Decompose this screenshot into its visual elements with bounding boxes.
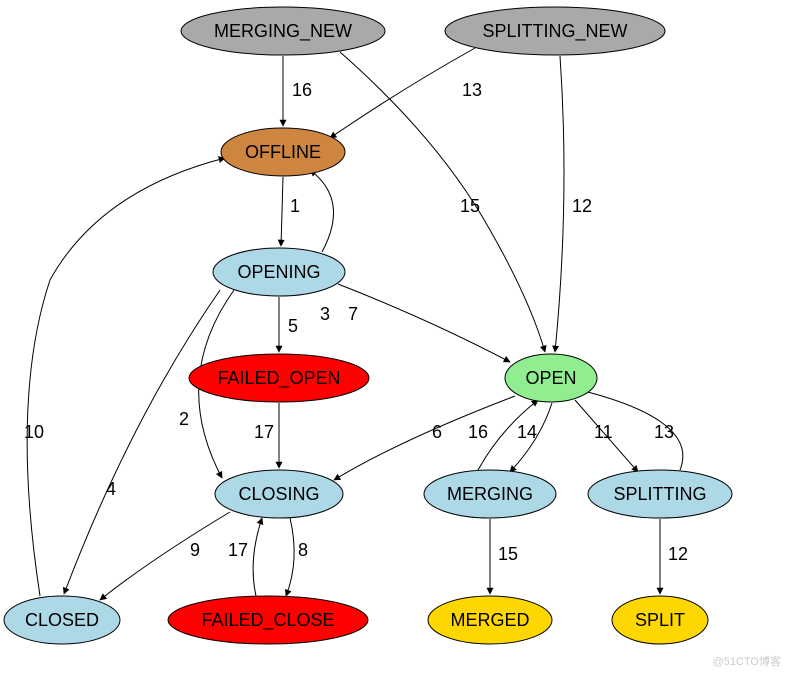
node-label-split: SPLIT: [635, 610, 685, 630]
edge-splitting_new-open: [555, 56, 564, 352]
edge-failed_close-closing: [253, 518, 262, 596]
state-diagram: MERGING_NEW SPLITTING_NEW OFFLINE OPENING FA…: [0, 0, 789, 675]
node-label-merging: MERGING: [447, 484, 533, 504]
edge-label-offline-opening: 1: [290, 196, 300, 216]
edge-label-opening-closed: 4: [106, 479, 116, 499]
edge-closing-closed: [100, 512, 230, 600]
edge-opening-open: [338, 284, 510, 362]
node-label-failed_close: FAILED_CLOSE: [201, 610, 334, 631]
edge-label-closed-offline: 10: [24, 422, 44, 442]
edge-label-merging_new-open: 15: [460, 196, 480, 216]
node-label-open: OPEN: [525, 368, 576, 388]
edge-label-merging-open: 16: [468, 422, 488, 442]
node-label-failed_open: FAILED_OPEN: [217, 368, 340, 389]
watermark-text: @51CTO博客: [713, 653, 781, 669]
node-label-merging_new: MERGING_NEW: [214, 21, 352, 42]
edge-label-failed_close-closing: 17: [228, 540, 248, 560]
node-label-merged: MERGED: [450, 610, 529, 630]
node-label-offline: OFFLINE: [245, 142, 321, 162]
edge-label-splitting-open: 13: [654, 422, 674, 442]
edge-label-open-splitting: 11: [594, 422, 613, 442]
node-label-splitting_new: SPLITTING_NEW: [482, 21, 627, 42]
edge-label-splitting-split: 12: [668, 544, 688, 564]
edge-offline-opening: [281, 177, 283, 246]
edge-label-failed_open-closing: 17: [254, 422, 274, 442]
nodes-layer: MERGING_NEW SPLITTING_NEW OFFLINE OPENING FA…: [4, 7, 732, 644]
edge-closing-failed_close: [286, 518, 294, 596]
edge-label-open-merging: 14: [517, 422, 537, 442]
edge-opening-offline: [310, 170, 334, 252]
edge-splitting_new-offline: [330, 48, 475, 138]
edge-label-opening-closing: 2: [179, 409, 189, 429]
node-label-closed: CLOSED: [25, 610, 99, 630]
edge-label-open-closing: 6: [432, 422, 442, 442]
node-label-closing: CLOSING: [238, 484, 319, 504]
edge-label-closing-failed_close: 8: [298, 540, 308, 560]
edge-merging_new-open: [340, 52, 545, 352]
edge-label-opening-open: 3: [320, 304, 330, 324]
edges-layer: [27, 48, 683, 600]
edge-label-null1-null2: 7: [348, 304, 358, 324]
edge-label-splitting_new-offline: 13: [462, 80, 482, 100]
edge-label-splitting_new-open: 12: [572, 196, 592, 216]
node-label-splitting: SPLITTING: [613, 484, 706, 504]
edge-label-opening-failed_open: 5: [288, 316, 298, 336]
node-label-opening: OPENING: [237, 262, 320, 282]
edge-label-closing-closed: 9: [190, 540, 200, 560]
edge-label-merging-merged: 15: [498, 544, 518, 564]
edge-label-merging_new-offline: 16: [292, 80, 312, 100]
